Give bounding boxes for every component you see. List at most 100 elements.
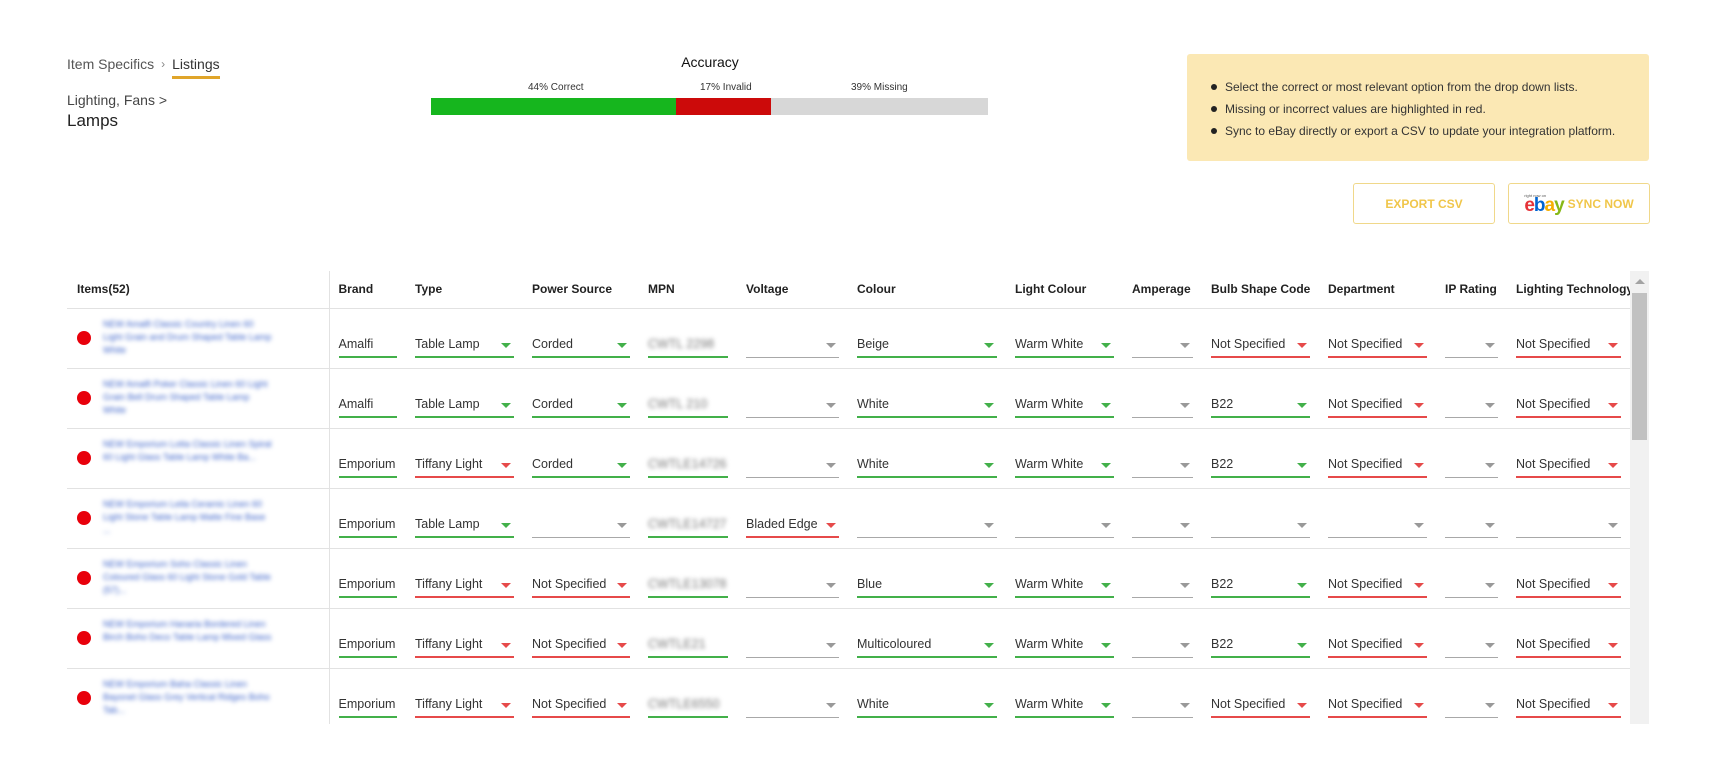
light-colour-dropdown[interactable]: Warm White <box>1015 692 1114 718</box>
caret-down-icon[interactable] <box>1297 643 1307 648</box>
mpn-field[interactable]: CWTLE14727 <box>648 512 728 538</box>
brand-field[interactable]: Emporium <box>338 452 397 478</box>
lighting-technology-dropdown[interactable]: Not Specified <box>1516 452 1621 478</box>
type-dropdown[interactable]: Tiffany Light <box>415 452 514 478</box>
scrollbar-thumb[interactable] <box>1632 293 1647 440</box>
mpn-field[interactable]: CWTLE14726 <box>648 452 728 478</box>
caret-down-icon[interactable] <box>1608 643 1618 648</box>
colour-dropdown[interactable]: Multicoloured <box>857 632 997 658</box>
brand-field[interactable]: Emporium <box>338 692 397 718</box>
amperage-dropdown[interactable] <box>1132 452 1193 478</box>
voltage-dropdown[interactable] <box>746 572 839 598</box>
caret-down-icon[interactable] <box>1608 523 1618 528</box>
type-dropdown[interactable]: Table Lamp <box>415 332 514 358</box>
light-colour-dropdown[interactable]: Warm White <box>1015 452 1114 478</box>
bulb-shape-dropdown[interactable] <box>1211 512 1310 538</box>
power-source-dropdown[interactable]: Not Specified <box>532 572 630 598</box>
caret-down-icon[interactable] <box>826 583 836 588</box>
amperage-dropdown[interactable] <box>1132 632 1193 658</box>
amperage-dropdown[interactable] <box>1132 332 1193 358</box>
power-source-dropdown[interactable]: Not Specified <box>532 692 630 718</box>
caret-down-icon[interactable] <box>501 463 511 468</box>
brand-field[interactable]: Emporium <box>338 572 397 598</box>
mpn-field[interactable]: CWTLE21 <box>648 632 728 658</box>
amperage-dropdown[interactable] <box>1132 512 1193 538</box>
amperage-dropdown[interactable] <box>1132 392 1193 418</box>
mpn-field[interactable]: CWTL 210 <box>648 392 728 418</box>
caret-down-icon[interactable] <box>501 403 511 408</box>
caret-down-icon[interactable] <box>1297 523 1307 528</box>
lighting-technology-dropdown[interactable] <box>1516 512 1621 538</box>
caret-down-icon[interactable] <box>1180 403 1190 408</box>
caret-down-icon[interactable] <box>984 343 994 348</box>
caret-down-icon[interactable] <box>1608 343 1618 348</box>
breadcrumb-item-specifics[interactable]: Item Specifics <box>67 56 155 72</box>
type-dropdown[interactable]: Table Lamp <box>415 512 514 538</box>
bulb-shape-dropdown[interactable]: B22 <box>1211 392 1310 418</box>
caret-down-icon[interactable] <box>1180 583 1190 588</box>
caret-down-icon[interactable] <box>501 643 511 648</box>
caret-down-icon[interactable] <box>826 643 836 648</box>
caret-down-icon[interactable] <box>1608 583 1618 588</box>
caret-down-icon[interactable] <box>1101 403 1111 408</box>
item-title-link[interactable]: NEW Emporium Lotta Classic Linen Spiral … <box>103 439 272 462</box>
ip-rating-dropdown[interactable] <box>1445 452 1498 478</box>
caret-down-icon[interactable] <box>1608 463 1618 468</box>
caret-down-icon[interactable] <box>1101 463 1111 468</box>
caret-down-icon[interactable] <box>1297 583 1307 588</box>
caret-down-icon[interactable] <box>1608 403 1618 408</box>
caret-down-icon[interactable] <box>826 403 836 408</box>
ip-rating-dropdown[interactable] <box>1445 332 1498 358</box>
lighting-technology-dropdown[interactable]: Not Specified <box>1516 332 1621 358</box>
brand-field[interactable]: Emporium <box>338 632 397 658</box>
item-title-link[interactable]: NEW Amalfi Poker Classic Linen 60 Light … <box>103 379 268 415</box>
caret-down-icon[interactable] <box>1414 583 1424 588</box>
caret-down-icon[interactable] <box>826 463 836 468</box>
light-colour-dropdown[interactable]: Warm White <box>1015 392 1114 418</box>
lighting-technology-dropdown[interactable]: Not Specified <box>1516 692 1621 718</box>
department-dropdown[interactable]: Not Specified <box>1328 392 1427 418</box>
caret-down-icon[interactable] <box>501 343 511 348</box>
voltage-dropdown[interactable] <box>746 392 839 418</box>
light-colour-dropdown[interactable]: Warm White <box>1015 632 1114 658</box>
type-dropdown[interactable]: Table Lamp <box>415 392 514 418</box>
caret-down-icon[interactable] <box>1485 523 1495 528</box>
item-title-link[interactable]: NEW Amalfi Classic Country Linen 60 Ligh… <box>103 319 272 355</box>
caret-down-icon[interactable] <box>1485 583 1495 588</box>
lighting-technology-dropdown[interactable]: Not Specified <box>1516 632 1621 658</box>
bulb-shape-dropdown[interactable]: Not Specified <box>1211 692 1310 718</box>
voltage-dropdown[interactable] <box>746 452 839 478</box>
caret-down-icon[interactable] <box>501 703 511 708</box>
ip-rating-dropdown[interactable] <box>1445 572 1498 598</box>
amperage-dropdown[interactable] <box>1132 572 1193 598</box>
ip-rating-dropdown[interactable] <box>1445 632 1498 658</box>
caret-down-icon[interactable] <box>1101 583 1111 588</box>
caret-down-icon[interactable] <box>501 523 511 528</box>
caret-down-icon[interactable] <box>617 343 627 348</box>
caret-down-icon[interactable] <box>1414 643 1424 648</box>
caret-down-icon[interactable] <box>1414 703 1424 708</box>
caret-down-icon[interactable] <box>1101 643 1111 648</box>
colour-dropdown[interactable]: Beige <box>857 332 997 358</box>
bulb-shape-dropdown[interactable]: B22 <box>1211 572 1310 598</box>
caret-down-icon[interactable] <box>984 403 994 408</box>
type-dropdown[interactable]: Tiffany Light <box>415 572 514 598</box>
ip-rating-dropdown[interactable] <box>1445 512 1498 538</box>
brand-field[interactable]: Amalfi <box>338 392 397 418</box>
mpn-field[interactable]: CWTL 2298 <box>648 332 728 358</box>
item-title-link[interactable]: NEW Emporium Hanaria Bordered Linen Birc… <box>103 619 272 642</box>
caret-down-icon[interactable] <box>984 703 994 708</box>
voltage-dropdown[interactable] <box>746 332 839 358</box>
caret-down-icon[interactable] <box>1414 523 1424 528</box>
department-dropdown[interactable]: Not Specified <box>1328 332 1427 358</box>
colour-dropdown[interactable]: White <box>857 452 997 478</box>
colour-dropdown[interactable]: Blue <box>857 572 997 598</box>
vertical-scrollbar[interactable] <box>1630 271 1649 724</box>
mpn-field[interactable]: CWTLE6550 <box>648 692 728 718</box>
department-dropdown[interactable]: Not Specified <box>1328 572 1427 598</box>
power-source-dropdown[interactable]: Not Specified <box>532 632 630 658</box>
caret-down-icon[interactable] <box>1414 343 1424 348</box>
caret-down-icon[interactable] <box>1180 523 1190 528</box>
colour-dropdown[interactable]: White <box>857 392 997 418</box>
caret-down-icon[interactable] <box>617 463 627 468</box>
